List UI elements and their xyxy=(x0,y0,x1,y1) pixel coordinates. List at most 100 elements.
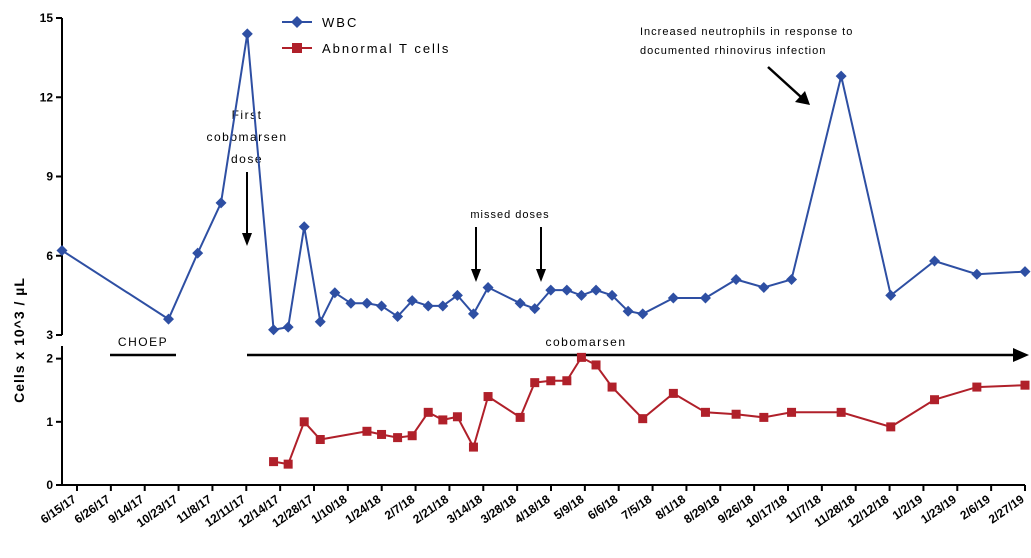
legend-marker xyxy=(292,43,302,53)
x-tick-label: 5/9/18 xyxy=(551,492,587,523)
data-point xyxy=(362,426,372,436)
y-tick-label: 1 xyxy=(46,415,53,429)
y-tick-label: 3 xyxy=(46,328,53,342)
data-point xyxy=(314,316,326,328)
neutrophils-arrow-head xyxy=(795,91,810,105)
cobomarsen-arrow-head xyxy=(1013,348,1029,362)
data-point xyxy=(576,352,586,362)
missed-doses-label: missed doses xyxy=(470,209,549,221)
data-point xyxy=(423,407,433,417)
data-point xyxy=(467,308,479,320)
data-point xyxy=(483,392,493,402)
data-point xyxy=(590,284,602,296)
data-point xyxy=(561,284,573,296)
x-tick-label: 1/23/19 xyxy=(918,492,959,527)
legend: WBC Abnormal T cells xyxy=(282,15,450,56)
data-point xyxy=(329,287,341,299)
data-point xyxy=(1020,380,1030,390)
data-point xyxy=(345,297,357,309)
y-tick-label: 0 xyxy=(46,478,53,492)
data-point xyxy=(886,422,896,432)
data-point xyxy=(575,289,587,301)
y-tick-label: 9 xyxy=(46,170,53,184)
data-point xyxy=(759,412,769,422)
x-tick-label: 3/28/18 xyxy=(478,492,519,527)
data-point xyxy=(376,300,388,312)
data-point xyxy=(163,313,175,325)
series-abnormal-t-cells xyxy=(269,352,1030,469)
series-wbc xyxy=(56,28,1031,336)
data-point xyxy=(1019,266,1031,278)
data-point xyxy=(468,442,478,452)
data-point xyxy=(482,281,494,293)
data-point xyxy=(835,70,847,82)
x-tick-label: 1/10/18 xyxy=(309,492,350,527)
data-point xyxy=(377,429,387,439)
data-point xyxy=(452,412,462,422)
data-point xyxy=(700,407,710,417)
data-point xyxy=(730,274,742,286)
data-point xyxy=(562,376,572,386)
data-point xyxy=(514,297,526,309)
x-tick-label: 8/29/18 xyxy=(681,492,722,527)
neutrophils-label: Increased neutrophils in response to xyxy=(640,26,853,38)
legend-label: WBC xyxy=(322,15,358,30)
x-tick-label: 2/21/18 xyxy=(410,492,451,527)
data-point xyxy=(591,360,601,370)
missed-dose-arrow-1-head xyxy=(471,269,481,282)
y-tick-label: 12 xyxy=(40,90,54,104)
data-point xyxy=(607,382,617,392)
data-point xyxy=(282,321,294,333)
data-point xyxy=(393,433,403,443)
data-point xyxy=(836,407,846,417)
data-point xyxy=(451,289,463,301)
choep-label: CHOEP xyxy=(118,335,168,349)
data-point xyxy=(361,297,373,309)
cobomarsen-label: cobomarsen xyxy=(545,335,626,349)
data-point xyxy=(758,281,770,293)
data-point xyxy=(929,255,941,267)
x-tick-label: 6/6/18 xyxy=(585,492,621,523)
data-point xyxy=(699,292,711,304)
x-tick-label: 3/14/18 xyxy=(444,492,485,527)
data-point xyxy=(515,412,525,422)
y-tick-label: 2 xyxy=(46,352,53,366)
legend-label: Abnormal T cells xyxy=(322,41,450,56)
data-point xyxy=(56,244,68,256)
data-point xyxy=(315,435,325,445)
data-point xyxy=(622,305,634,317)
series-line xyxy=(61,33,1026,331)
first-dose-label: cobomarsen xyxy=(206,130,287,144)
x-tick-label: 6/26/17 xyxy=(72,492,113,527)
data-point xyxy=(298,221,310,233)
data-point xyxy=(971,268,983,280)
y-tick-label: 15 xyxy=(40,11,54,25)
data-point xyxy=(546,376,556,386)
data-point xyxy=(283,459,293,469)
data-point xyxy=(392,311,404,323)
data-point xyxy=(972,382,982,392)
data-point xyxy=(786,274,798,286)
x-tick-label: 6/15/17 xyxy=(38,492,79,527)
data-point xyxy=(787,407,797,417)
y-tick-label: 6 xyxy=(46,249,53,263)
data-point xyxy=(667,292,679,304)
data-point xyxy=(406,295,418,307)
first-dose-arrow-head xyxy=(242,233,252,246)
series-layer xyxy=(56,28,1031,469)
data-point xyxy=(438,415,448,425)
neutrophils-label: documented rhinovirus infection xyxy=(640,45,826,57)
x-tick-label: 7/5/18 xyxy=(619,492,655,523)
data-point xyxy=(637,308,649,320)
data-point xyxy=(422,300,434,312)
x-tick-label: 2/27/19 xyxy=(986,492,1027,527)
data-point xyxy=(192,247,204,259)
missed-dose-arrow-2-head xyxy=(536,269,546,282)
data-point xyxy=(269,457,279,467)
data-point xyxy=(215,197,227,209)
data-point xyxy=(545,284,557,296)
data-point xyxy=(638,414,648,424)
